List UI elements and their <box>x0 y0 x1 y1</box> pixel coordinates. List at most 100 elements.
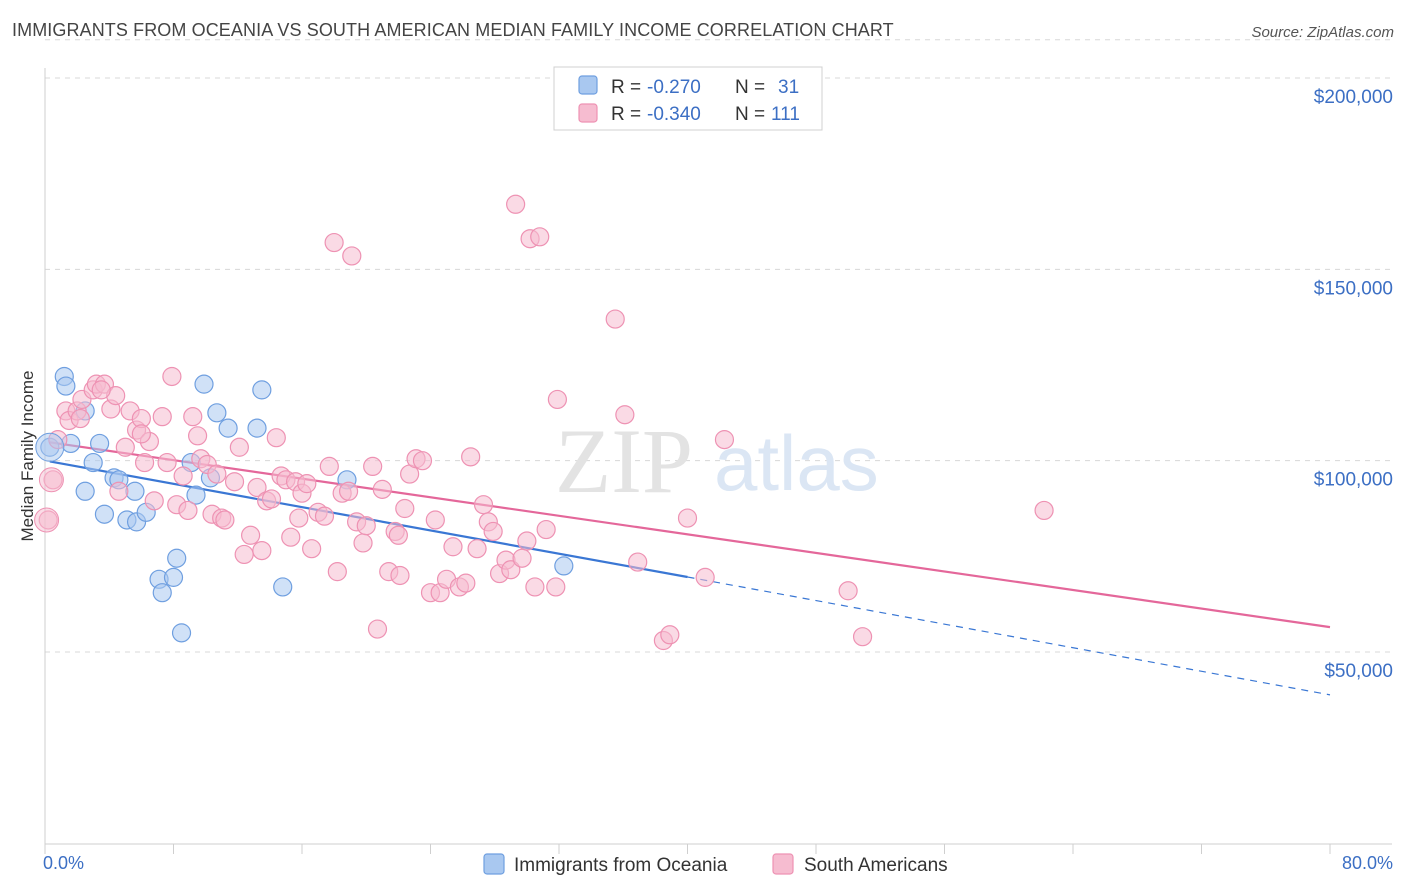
point-pink-87 <box>506 194 526 214</box>
point-blue-30 <box>554 556 574 576</box>
point-pink-37 <box>234 544 254 565</box>
x-tick-label-1: 80.0% <box>1342 853 1393 873</box>
point-pink-83 <box>483 521 503 542</box>
point-blue-16 <box>152 583 172 603</box>
point-pink-98 <box>628 552 648 572</box>
point-blue-17 <box>163 567 184 587</box>
point-pink-102 <box>695 567 715 587</box>
point-blue-18 <box>167 548 187 568</box>
point-blue-19 <box>171 623 192 643</box>
point-pink-39 <box>247 477 267 498</box>
y-tick-labels: $50,000 $100,000 $150,000 $200,000 <box>1314 87 1393 682</box>
point-pink-40 <box>252 540 272 561</box>
chart-title: IMMIGRANTS FROM OCEANIA VS SOUTH AMERICA… <box>12 20 894 40</box>
point-pink-49 <box>297 474 317 494</box>
bottom-legend-label-blue: Immigrants from Oceania <box>514 855 728 876</box>
point-pink-109 <box>289 508 309 528</box>
bottom-legend-swatch-pink <box>772 853 794 875</box>
point-pink-55 <box>327 562 347 582</box>
point-pink-92 <box>530 227 550 247</box>
point-pink-101 <box>677 508 698 528</box>
point-pink-105 <box>852 627 873 647</box>
legend-n-label-1: N = <box>735 77 765 98</box>
point-blue-2 <box>56 376 76 396</box>
source-credit: Source: ZipAtlas.com <box>1251 24 1394 41</box>
point-pink-91 <box>525 577 545 597</box>
data-points <box>34 194 1054 651</box>
point-pink-96 <box>605 309 625 329</box>
point-pink-78 <box>456 573 476 593</box>
point-pink-107 <box>91 380 111 400</box>
point-blue-28 <box>273 577 293 597</box>
point-blue-21 <box>186 485 206 505</box>
point-pink-54 <box>324 232 344 253</box>
point-pink-79 <box>461 447 481 467</box>
point-pink-71 <box>412 451 433 471</box>
point-pink-80 <box>467 539 487 559</box>
legend-r-label-2: R = <box>611 104 641 125</box>
point-blue-25 <box>218 418 238 438</box>
point-pink-93 <box>536 519 556 540</box>
bottom-legend: Immigrants from Oceania South Americans <box>483 853 948 876</box>
y-axis-title: Median Family Income <box>18 370 37 541</box>
point-blue-large <box>35 432 65 462</box>
point-pink-23 <box>162 366 182 387</box>
legend-r-label-1: R = <box>611 77 641 98</box>
point-blue-26 <box>247 418 267 438</box>
point-pink-43 <box>266 428 286 448</box>
point-pink-large-a <box>38 467 64 493</box>
point-pink-86 <box>501 560 521 580</box>
point-pink-53 <box>319 456 339 477</box>
point-pink-76 <box>443 537 463 557</box>
bottom-legend-label-pink: South Americans <box>804 855 948 876</box>
legend-swatch-blue <box>578 75 598 95</box>
point-blue-27 <box>252 380 272 400</box>
point-pink-95 <box>547 389 567 410</box>
point-pink-28 <box>187 426 208 446</box>
point-pink-42 <box>261 489 282 509</box>
point-pink-20 <box>144 491 164 511</box>
point-blue-6 <box>83 452 103 473</box>
point-blue-8 <box>94 504 115 524</box>
point-pink-89 <box>517 531 537 551</box>
point-pink-110 <box>388 525 408 545</box>
point-pink-34 <box>215 510 235 530</box>
x-tick-label-0: 0.0% <box>43 853 84 873</box>
point-pink-67 <box>390 565 410 586</box>
legend: R = -0.270 N = 31 R = -0.340 N = 111 <box>553 66 823 131</box>
point-pink-61 <box>356 516 376 536</box>
point-pink-58 <box>342 246 362 266</box>
point-pink-27 <box>183 407 203 427</box>
point-pink-13 <box>109 481 129 501</box>
watermark-atlas: atlas <box>714 419 879 507</box>
point-pink-46 <box>281 527 301 547</box>
point-pink-38 <box>241 525 261 545</box>
point-pink-6 <box>70 408 90 429</box>
point-pink-94 <box>546 577 566 597</box>
point-pink-97 <box>615 405 635 425</box>
point-pink-14 <box>115 437 135 457</box>
bottom-legend-swatch-blue <box>483 853 505 875</box>
point-pink-57 <box>338 481 359 501</box>
trend-line-pink <box>49 441 1331 629</box>
point-pink-104 <box>838 581 858 601</box>
point-pink-108 <box>131 424 151 444</box>
point-blue-24 <box>207 403 227 423</box>
point-pink-26 <box>178 500 198 521</box>
legend-box <box>553 66 823 131</box>
y-tick-label-1: $100,000 <box>1314 470 1393 491</box>
point-pink-62 <box>363 456 383 477</box>
point-pink-52 <box>314 506 335 526</box>
point-pink-35 <box>224 472 245 492</box>
legend-n-value-1: 31 <box>778 77 799 98</box>
x-tick-labels: 0.0% 80.0% <box>43 853 1393 873</box>
point-pink-22 <box>157 452 177 473</box>
y-tick-label-3: $200,000 <box>1314 87 1393 108</box>
legend-n-label-2: N = <box>735 104 765 125</box>
watermark-zip: ZIP <box>555 410 693 512</box>
legend-n-value-2: 111 <box>771 104 800 125</box>
point-pink-18 <box>134 452 155 473</box>
point-pink-36 <box>229 437 249 457</box>
point-pink-21 <box>152 407 172 427</box>
